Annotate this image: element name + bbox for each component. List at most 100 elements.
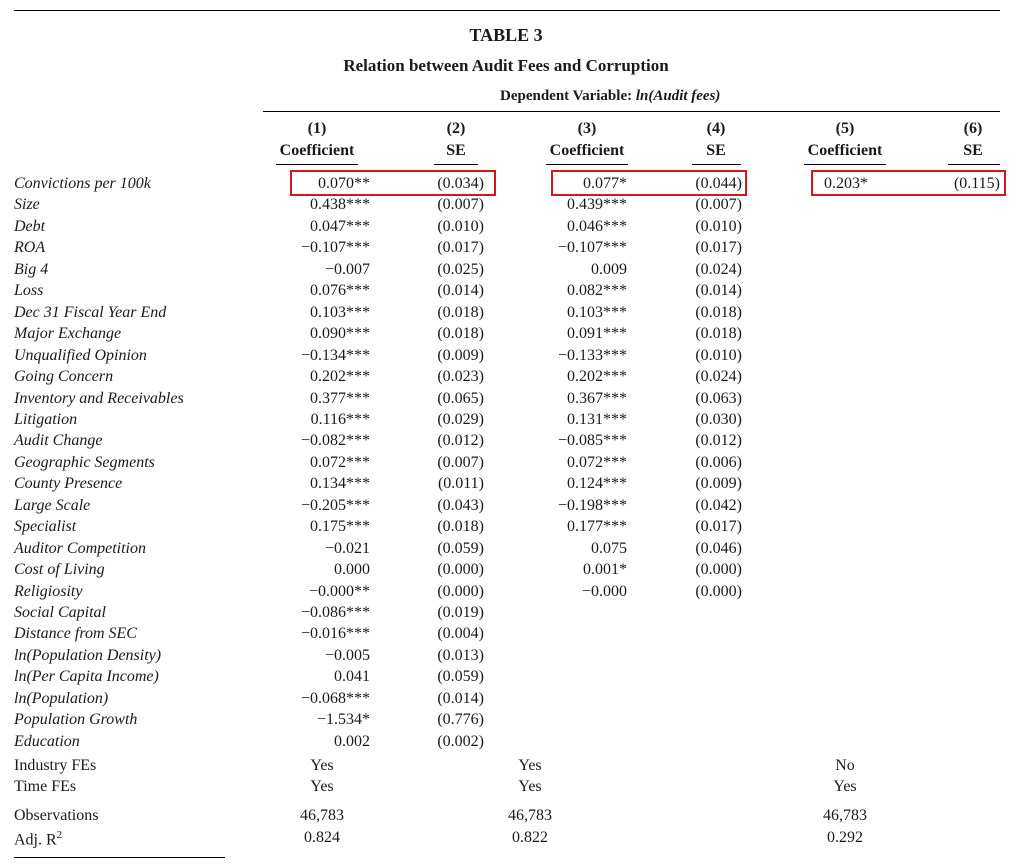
row-label: ln(Population Density) (14, 646, 162, 664)
coefficient-cell: −0.107*** (300, 239, 370, 257)
dependent-variable-name: ln(Audit fees) (635, 88, 721, 104)
coefficient-cell: −0.205*** (300, 496, 370, 514)
coefficient-cell: −0.107*** (557, 239, 627, 257)
fe-cell: Yes (833, 778, 857, 795)
se-cell: (0.000) (437, 582, 484, 600)
coefficient-cell: −0.021 (324, 539, 370, 557)
row-label: Debt (14, 217, 46, 235)
se-cell: (0.018) (695, 325, 742, 343)
row-label: Audit Change (14, 432, 103, 450)
row-label: Convictions per 100k (14, 175, 151, 192)
coefficient-cell: 0.000 (334, 561, 370, 579)
se-cell: (0.006) (695, 453, 742, 471)
adj-r2-label: Adj. R2 (14, 829, 62, 849)
se-cell: (0.010) (437, 217, 484, 235)
row-label: Specialist (14, 518, 77, 536)
coefficient-cell: −0.005 (324, 646, 370, 664)
column-number-4: (4) (706, 120, 726, 137)
row-label: ln(Population) (14, 689, 109, 707)
se-cell: (0.115) (953, 175, 1000, 192)
se-cell: (0.014) (437, 282, 484, 300)
coefficient-cell: 0.438*** (310, 196, 370, 214)
fe-row-label: Time FEs (14, 778, 77, 795)
se-cell: (0.059) (437, 539, 484, 557)
coefficient-cell: −0.082*** (300, 432, 370, 450)
bottom-rule (14, 857, 225, 858)
se-cell: (0.018) (437, 325, 484, 343)
column-underline-3 (546, 164, 628, 165)
se-cell: (0.024) (695, 368, 742, 386)
se-cell: (0.018) (437, 303, 484, 321)
fe-cell: Yes (518, 757, 542, 774)
row-label: Unqualified Opinion (14, 346, 147, 364)
adj-r2-label-text: Adj. R (14, 831, 57, 849)
coefficient-cell: 0.076*** (310, 282, 370, 300)
coefficient-cell: 0.091*** (567, 325, 627, 343)
column-label-6: SE (963, 142, 983, 159)
coefficient-cell: 0.001* (583, 561, 627, 579)
se-cell: (0.013) (437, 646, 484, 664)
se-cell: (0.029) (437, 410, 484, 428)
se-cell: (0.007) (437, 196, 484, 214)
se-cell: (0.017) (695, 239, 742, 257)
coefficient-cell: −0.016*** (300, 625, 370, 643)
coefficient-cell: 0.202*** (310, 368, 370, 386)
se-cell: (0.046) (695, 539, 742, 557)
se-cell: (0.034) (437, 175, 484, 192)
coefficient-cell: −0.000 (581, 582, 627, 600)
coefficient-cell: 0.439*** (567, 196, 627, 214)
observations-cell: 46,783 (300, 807, 344, 824)
se-cell: (0.014) (695, 282, 742, 300)
se-cell: (0.024) (695, 260, 742, 278)
se-cell: (0.019) (437, 604, 484, 621)
se-cell: (0.010) (695, 217, 742, 235)
column-label-2: SE (446, 142, 466, 159)
row-label: Geographic Segments (14, 453, 155, 471)
se-cell: (0.023) (437, 368, 484, 386)
column-number-6: (6) (963, 120, 983, 137)
se-cell: (0.063) (695, 389, 742, 407)
se-cell: (0.010) (695, 346, 742, 364)
top-rule (14, 10, 1000, 11)
coefficient-cell: 0.075 (591, 539, 627, 557)
se-cell: (0.043) (437, 496, 484, 514)
observations-cell: 46,783 (823, 807, 867, 824)
coefficient-cell: 0.002 (334, 732, 370, 750)
coefficient-cell: 0.177*** (567, 518, 627, 536)
column-number-3: (3) (577, 120, 597, 137)
se-cell: (0.025) (437, 260, 484, 278)
se-cell: (0.000) (695, 561, 742, 579)
observations-cell: 46,783 (508, 807, 552, 824)
coefficient-cell: 0.116*** (310, 410, 370, 428)
coefficient-cell: 0.072*** (567, 453, 627, 471)
coefficient-cell: 0.124*** (567, 475, 627, 493)
row-label: Large Scale (14, 496, 91, 514)
se-cell: (0.042) (695, 496, 742, 514)
row-label: Going Concern (14, 368, 114, 386)
se-cell: (0.012) (695, 432, 742, 450)
se-cell: (0.011) (437, 475, 484, 493)
se-cell: (0.065) (437, 389, 484, 407)
column-underline-6 (948, 164, 1000, 165)
coefficient-cell: 0.009 (591, 260, 627, 278)
column-number-5: (5) (835, 120, 855, 137)
header-rule (263, 111, 1000, 112)
highlight-box-model-3 (811, 170, 1006, 196)
coefficient-cell: 0.175*** (310, 518, 370, 536)
adj_r2-cell: 0.292 (827, 829, 863, 846)
se-cell: (0.009) (437, 346, 484, 364)
column-label-5: Coefficient (807, 142, 883, 159)
column-underline-4 (692, 164, 741, 165)
column-label-3: Coefficient (549, 142, 625, 159)
se-cell: (0.004) (437, 625, 484, 643)
coefficient-cell: 0.047*** (310, 217, 370, 235)
row-label: ln(Per Capita Income) (14, 668, 159, 686)
se-cell: (0.017) (695, 518, 742, 536)
column-underline-5 (804, 164, 886, 165)
coefficient-cell: −0.068*** (300, 689, 370, 707)
row-label: Auditor Competition (14, 539, 146, 557)
coefficient-cell: −0.086*** (300, 604, 370, 621)
fe-cell: Yes (310, 778, 334, 795)
coefficient-cell: 0.103*** (567, 303, 627, 321)
row-label: Size (14, 196, 40, 214)
